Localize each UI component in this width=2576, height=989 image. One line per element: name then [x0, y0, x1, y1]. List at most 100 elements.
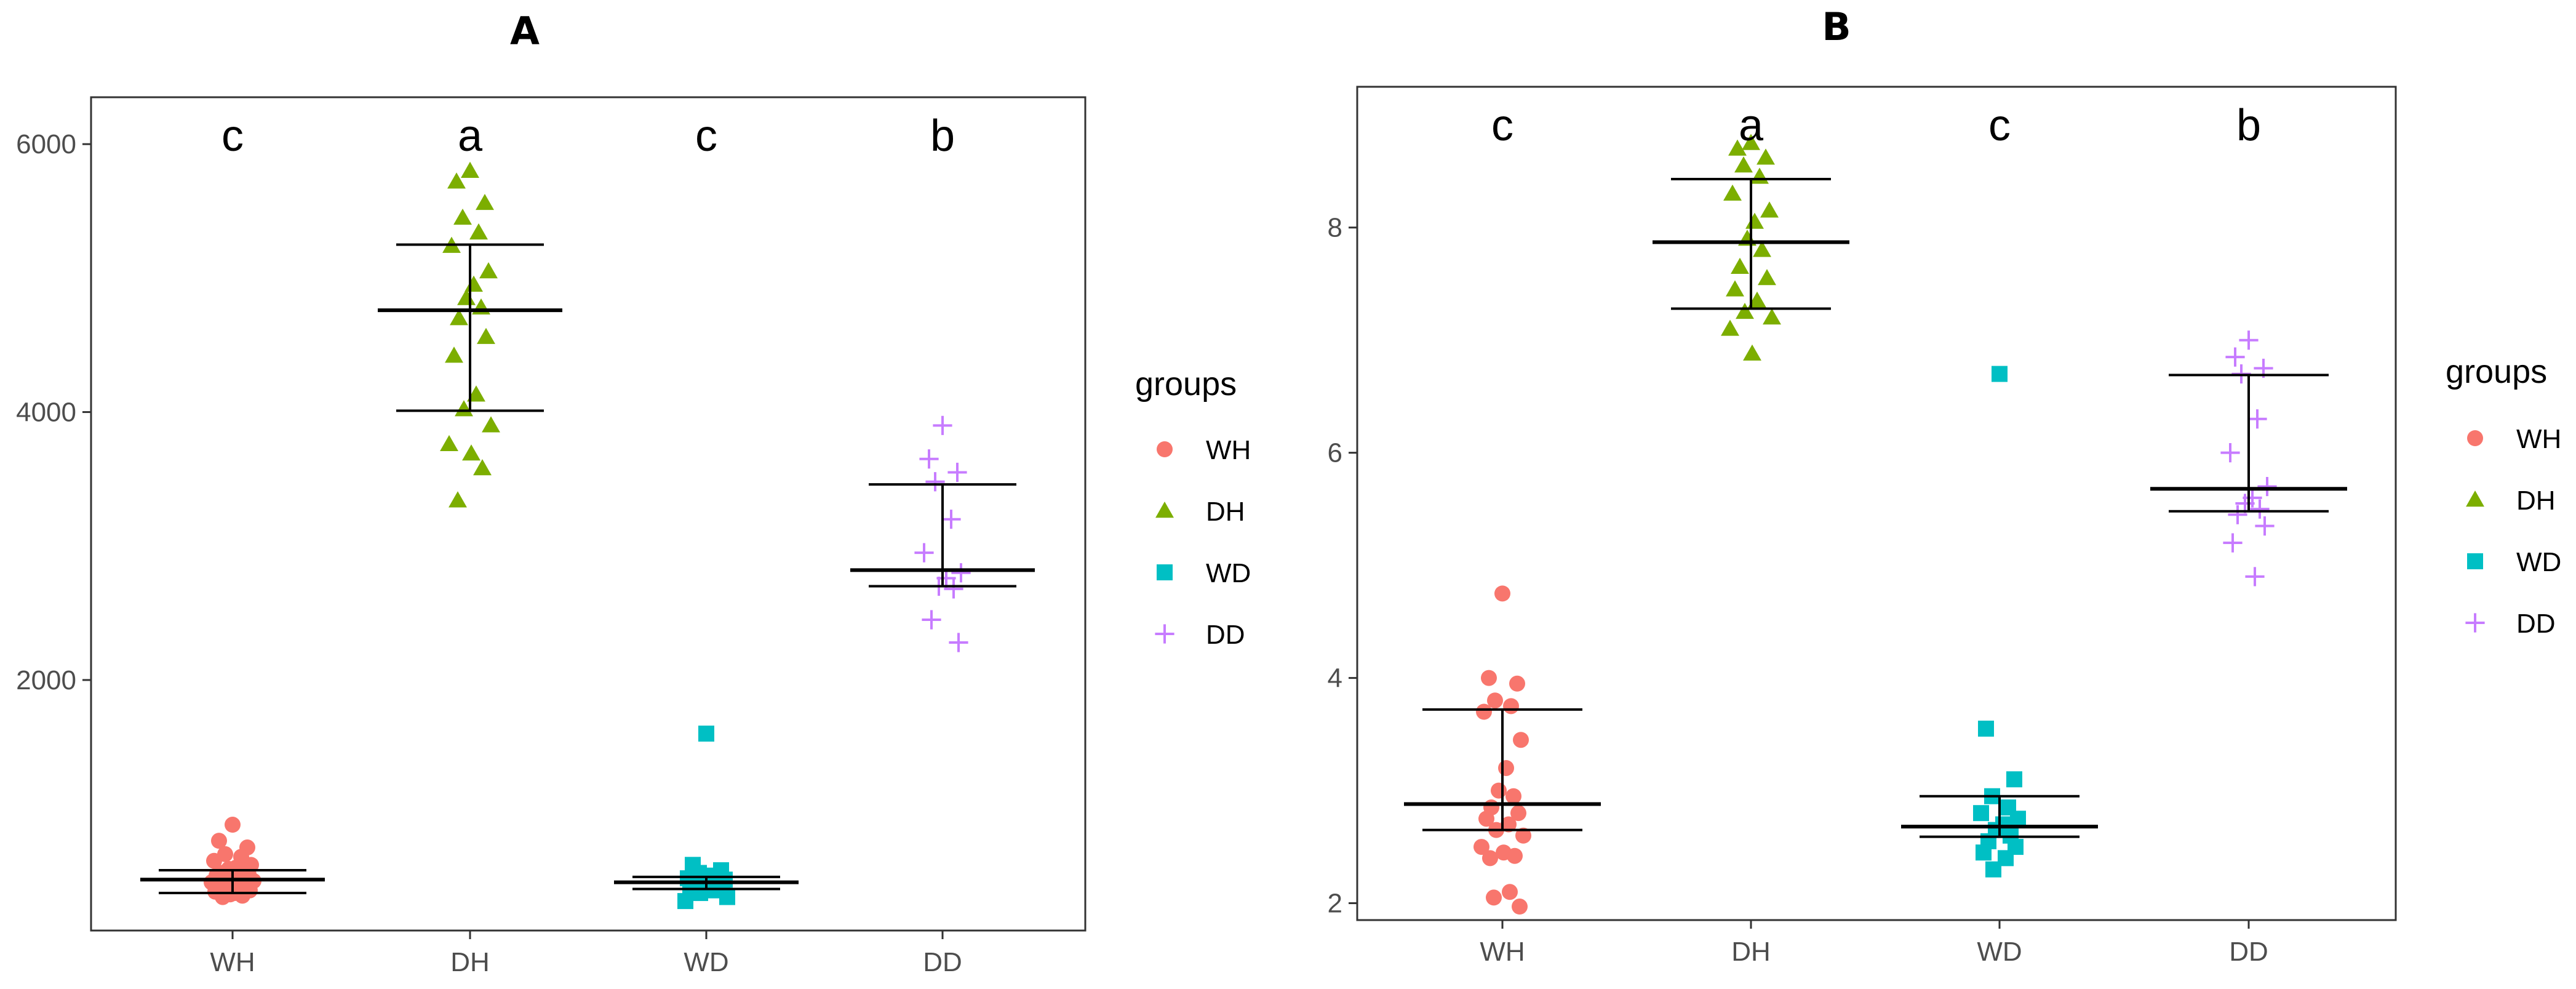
data-point-dh — [455, 400, 473, 417]
x-tick-label: WH — [1480, 937, 1525, 967]
data-point-dd — [914, 543, 934, 563]
legend: groups WH DH WD DD — [2446, 353, 2561, 639]
significance-letter: c — [221, 111, 244, 161]
data-point-dd — [2228, 505, 2247, 524]
legend-item-wh: WH — [1157, 435, 1251, 465]
significance-letter: b — [930, 111, 955, 161]
data-point-wh — [1486, 889, 1502, 906]
data-point-dd — [2247, 409, 2267, 429]
data-point-dh — [449, 491, 467, 508]
legend-label-wd: WD — [2516, 547, 2561, 577]
data-point-dh — [453, 208, 472, 225]
significance-letter: c — [1988, 101, 2011, 150]
legend-title: groups — [2446, 353, 2547, 390]
legend-label-dh: DH — [2516, 486, 2556, 516]
data-point-wd — [719, 889, 735, 905]
legend-label-wd: WD — [1206, 558, 1251, 588]
plot-frame — [1356, 86, 2397, 921]
data-point-wh — [1487, 692, 1503, 709]
legend-key-square — [2467, 553, 2483, 569]
data-point-dh — [1731, 257, 1749, 274]
data-point-dd — [919, 449, 939, 469]
legend-key-plus — [2465, 613, 2485, 633]
data-point-wd — [1978, 720, 1994, 737]
legend-key-triangle — [2466, 490, 2484, 507]
legend-label-dh: DH — [1206, 497, 1245, 527]
legend-title: groups — [1135, 366, 1237, 402]
legend-label-wh: WH — [2516, 424, 2561, 454]
data-point-wh — [1498, 759, 1514, 776]
data-point-wd — [1973, 805, 1989, 822]
data-point-dd — [944, 579, 963, 599]
data-point-dd — [2220, 443, 2240, 463]
data-point-dh — [1726, 280, 1744, 297]
data-point-wd — [698, 726, 714, 742]
data-point-dd — [2235, 494, 2255, 513]
significance-letter: c — [1491, 101, 1513, 150]
legend-marker-dh — [1155, 502, 1174, 518]
data-point-wh — [1510, 805, 1526, 822]
legend-item-dh: DH — [1155, 497, 1245, 527]
data-point-wd — [1985, 861, 2001, 878]
legend: groups WH DH WD DD — [1135, 366, 1251, 650]
data-point-dh — [1750, 167, 1769, 184]
panel-title: B — [1822, 4, 1851, 49]
data-point-dd — [951, 563, 971, 583]
data-point-dh — [473, 459, 492, 476]
data-point-dh — [467, 385, 485, 402]
data-point-wd — [1976, 844, 1992, 861]
data-point-dh — [482, 416, 500, 433]
data-point-dd — [2245, 567, 2265, 587]
legend-marker-wh — [1157, 441, 1173, 457]
y-tick-label: 2 — [1328, 889, 1342, 919]
data-point-wh — [1513, 732, 1529, 748]
legend-marker-wd — [2467, 553, 2483, 569]
data-point-dd — [933, 415, 952, 435]
y-tick-label: 4000 — [16, 398, 76, 428]
data-point-wh — [1507, 847, 1523, 864]
y-tick-label: 8 — [1328, 213, 1342, 243]
data-point-dd — [2223, 533, 2243, 553]
data-point-dh — [1723, 184, 1742, 201]
data-point-wh — [1515, 827, 1531, 844]
legend-item-dd: DD — [1155, 620, 1245, 650]
data-point-dh — [450, 309, 468, 326]
data-point-wh — [1501, 816, 1517, 833]
data-point-wd — [2010, 811, 2026, 827]
data-point-dh — [476, 194, 494, 210]
data-point-wd — [1992, 366, 2008, 382]
data-point-wh — [225, 817, 241, 833]
data-point-dh — [1742, 134, 1760, 150]
data-point-dd — [2239, 330, 2259, 350]
x-tick-label: WD — [684, 947, 728, 977]
legend-marker-dd — [2465, 613, 2485, 633]
significance-letter: b — [2236, 101, 2261, 150]
legend-key-circle — [2467, 430, 2483, 446]
plot-frame — [90, 96, 1087, 932]
data-point-dh — [462, 444, 481, 461]
data-point-dh — [461, 161, 479, 178]
legend-marker-dd — [1155, 624, 1174, 644]
data-point-dd — [941, 510, 961, 529]
legend-label-wh: WH — [1206, 435, 1251, 465]
significance-letter: c — [695, 111, 717, 161]
data-point-wh — [1512, 899, 1528, 915]
data-point-wh — [1481, 670, 1497, 686]
data-point-dh — [1760, 201, 1779, 218]
data-point-wh — [1491, 782, 1507, 799]
significance-letter: a — [1739, 101, 1764, 150]
y-tick-label: 2000 — [16, 665, 76, 695]
y-tick-label: 6 — [1328, 438, 1342, 468]
x-tick-label: DD — [923, 947, 962, 977]
legend-key-triangle — [1155, 502, 1174, 518]
x-tick-label: WH — [210, 947, 255, 977]
data-point-wh — [1482, 850, 1498, 867]
x-tick-label: DH — [1731, 937, 1771, 967]
data-point-dh — [1745, 212, 1764, 229]
data-point-wh — [1476, 703, 1492, 720]
x-tick-label: DH — [450, 947, 490, 977]
data-point-wh — [206, 852, 222, 869]
data-point-dh — [479, 262, 498, 279]
data-point-dh — [1748, 291, 1766, 308]
